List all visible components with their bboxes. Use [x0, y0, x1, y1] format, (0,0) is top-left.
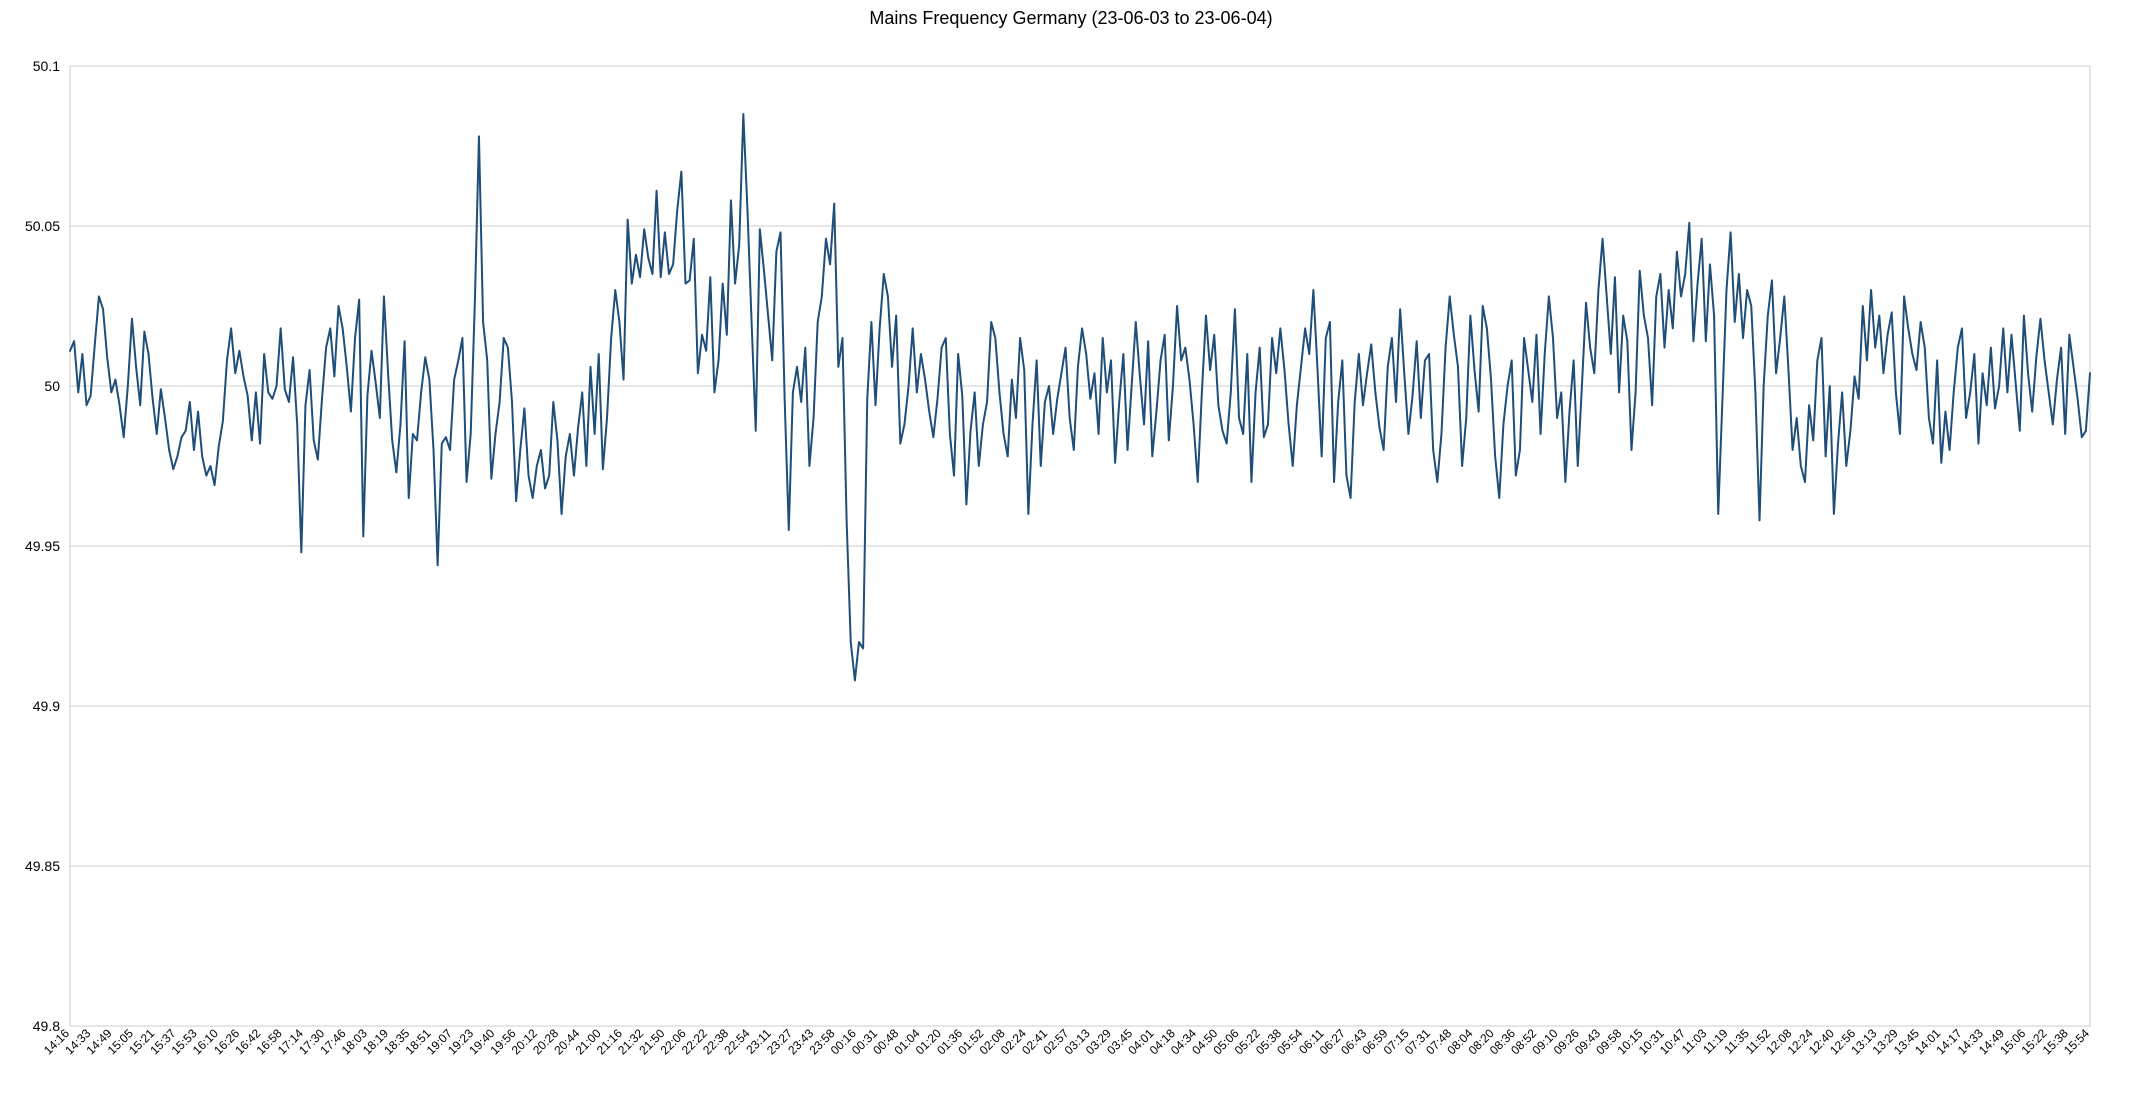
chart-title: Mains Frequency Germany (23-06-03 to 23-… [0, 8, 2142, 29]
y-tick-label: 49.95 [25, 538, 60, 554]
y-tick-label: 49.9 [33, 698, 60, 714]
y-tick-label: 50.05 [25, 218, 60, 234]
y-tick-label: 50 [44, 378, 60, 394]
chart-svg: 49.849.8549.949.955050.0550.114:1614:331… [0, 0, 2142, 1101]
chart-container: Mains Frequency Germany (23-06-03 to 23-… [0, 0, 2142, 1101]
y-tick-label: 50.1 [33, 58, 60, 74]
x-tick-label: 15:54 [2061, 1026, 2092, 1057]
y-tick-label: 49.85 [25, 858, 60, 874]
